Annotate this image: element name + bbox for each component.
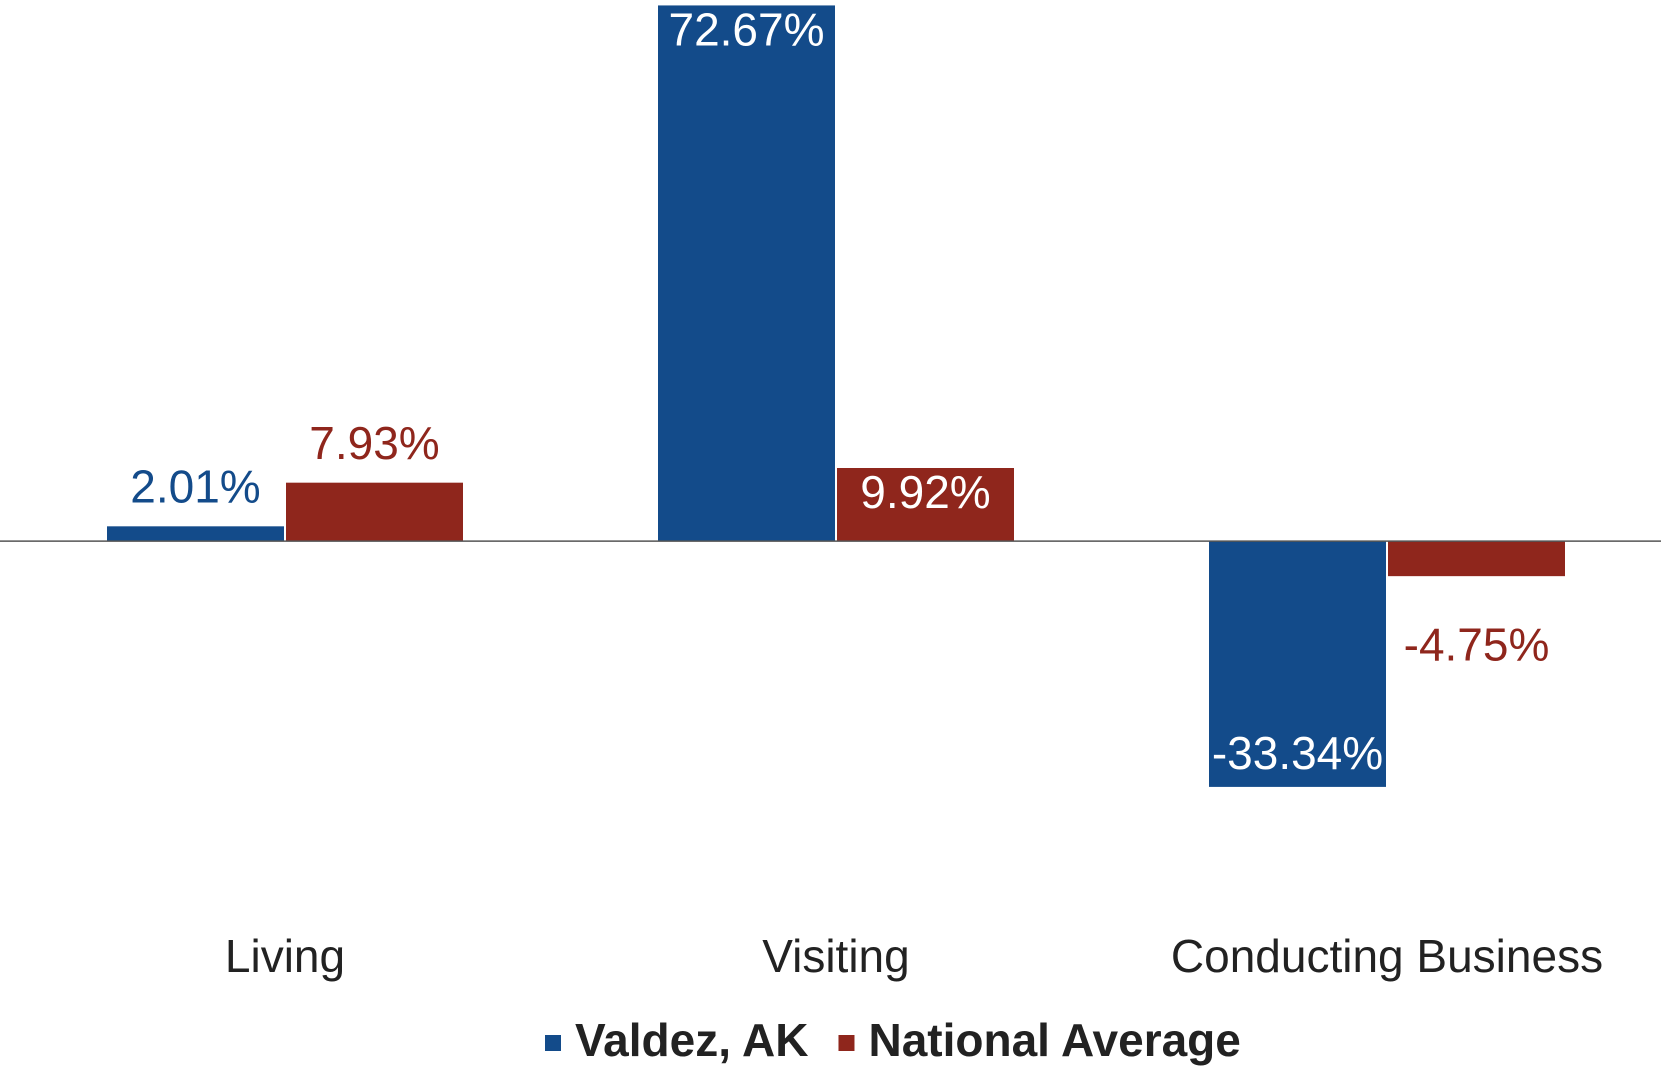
x-tick-label: Conducting Business — [1171, 930, 1603, 982]
data-label: 72.67% — [668, 4, 824, 56]
data-label: -33.34% — [1212, 727, 1383, 779]
data-label: -4.75% — [1404, 618, 1550, 670]
data-label: 7.93% — [309, 417, 439, 469]
legend-swatch — [545, 1035, 561, 1051]
bar — [107, 526, 284, 542]
x-tick-label: Visiting — [762, 930, 909, 982]
legend-label: National Average — [868, 1014, 1240, 1066]
legend-label: Valdez, AK — [575, 1014, 808, 1066]
bar — [658, 5, 835, 542]
bar — [286, 482, 463, 542]
data-label: 9.92% — [860, 466, 990, 518]
bar — [1209, 541, 1386, 787]
legend-swatch — [838, 1035, 855, 1051]
bar — [1388, 541, 1565, 577]
x-tick-label: Living — [225, 930, 345, 982]
bar — [837, 468, 1014, 542]
data-label: 2.01% — [130, 460, 260, 512]
